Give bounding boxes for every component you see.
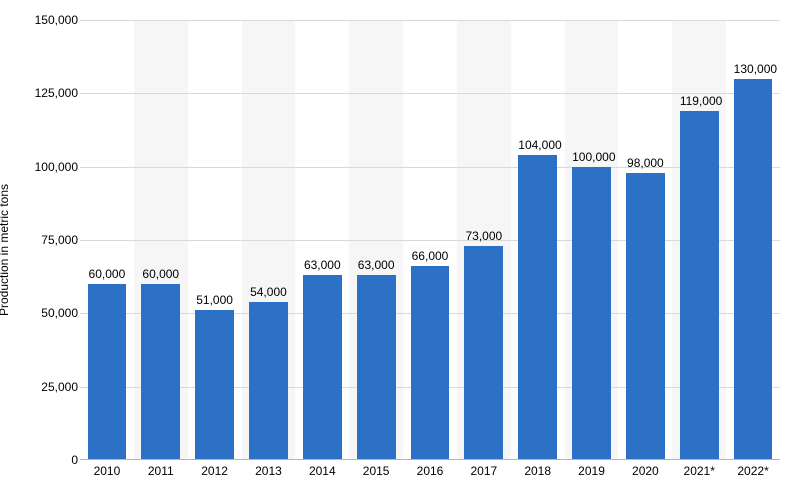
bar-value-label: 51,000 (195, 293, 234, 307)
x-tick-label: 2016 (417, 464, 444, 478)
bars-layer: 60,000 60,000 51,000 54,000 63,000 63,000 66,0… (80, 20, 780, 460)
bar: 60,000 (88, 284, 127, 460)
bar-value-label: 73,000 (464, 229, 503, 243)
y-tick-label: 0 (32, 453, 78, 467)
plot-area: 60,000 60,000 51,000 54,000 63,000 63,000 66,0… (80, 20, 780, 460)
y-axis-label: Production in metric tons (0, 184, 11, 316)
x-tick-label: 2012 (201, 464, 228, 478)
bar: 51,000 (195, 310, 234, 460)
y-tick-label: 150,000 (32, 13, 78, 27)
bar: 63,000 (303, 275, 342, 460)
x-tick-label: 2019 (578, 464, 605, 478)
x-tick-label: 2017 (470, 464, 497, 478)
bar: 54,000 (249, 302, 288, 460)
bar: 130,000 (734, 79, 773, 460)
production-bar-chart: Production in metric tons 0 25,000 50,000 7… (0, 0, 800, 500)
bar: 119,000 (680, 111, 719, 460)
bar: 98,000 (626, 173, 665, 460)
y-tick-label: 125,000 (32, 86, 78, 100)
x-tick-label: 2010 (94, 464, 121, 478)
bar-value-label: 63,000 (303, 258, 342, 272)
bar: 63,000 (357, 275, 396, 460)
bar-value-label: 60,000 (141, 267, 180, 281)
x-tick-label: 2014 (309, 464, 336, 478)
bar-value-label: 100,000 (572, 150, 611, 164)
y-tick-label: 25,000 (32, 380, 78, 394)
x-tick-label: 2021* (684, 464, 715, 478)
bar: 60,000 (141, 284, 180, 460)
bar: 66,000 (411, 266, 450, 460)
x-tick-label: 2015 (363, 464, 390, 478)
y-tick-label: 100,000 (32, 160, 78, 174)
bar-value-label: 119,000 (680, 94, 719, 108)
x-tick-label: 2018 (524, 464, 551, 478)
x-axis-line (80, 459, 780, 460)
y-axis-ticks: 025,00050,00075,000100,000125,000150,000 (32, 20, 78, 460)
bar: 104,000 (518, 155, 557, 460)
bar-value-label: 60,000 (88, 267, 127, 281)
bar-value-label: 104,000 (518, 138, 557, 152)
y-tick-label: 75,000 (32, 233, 78, 247)
bar-value-label: 130,000 (734, 62, 773, 76)
x-tick-label: 2013 (255, 464, 282, 478)
bar: 100,000 (572, 167, 611, 460)
y-tick-label: 50,000 (32, 306, 78, 320)
x-tick-label: 2022* (737, 464, 768, 478)
bar: 73,000 (464, 246, 503, 460)
bar-value-label: 63,000 (357, 258, 396, 272)
x-axis-ticks: 2010 2011 2012 2013 2014 2015 2016 2017 2018 2019… (80, 464, 780, 484)
x-tick-label: 2020 (632, 464, 659, 478)
bar-value-label: 54,000 (249, 285, 288, 299)
bar-value-label: 66,000 (411, 249, 450, 263)
x-tick-label: 2011 (148, 464, 174, 478)
bar-value-label: 98,000 (626, 156, 665, 170)
